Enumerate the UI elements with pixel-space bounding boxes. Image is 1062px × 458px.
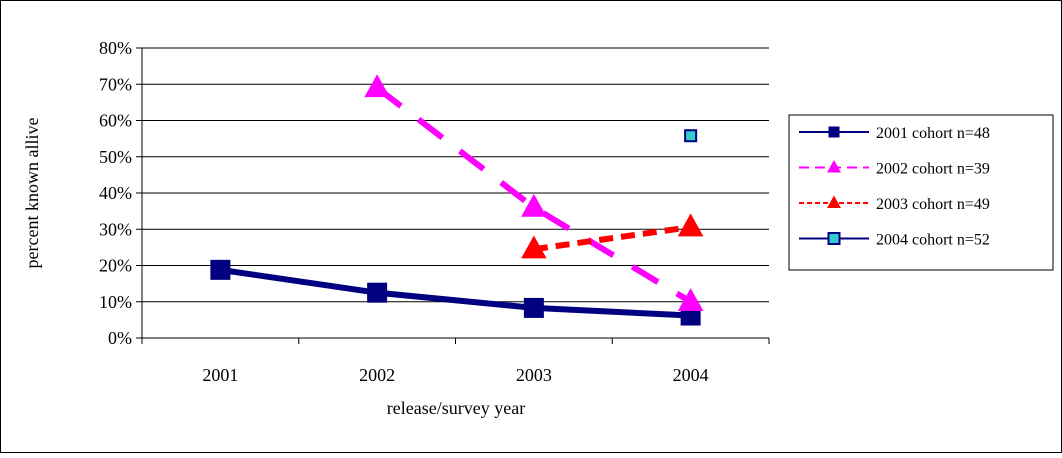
data-point — [677, 213, 704, 237]
x-tick-label: 2001 — [202, 365, 238, 385]
y-tick-label: 40% — [99, 183, 132, 203]
y-axis-title: percent known allive — [22, 118, 42, 269]
axes-layer: 0% 10% 20% 30% 40% 50% 60% 70% 80% 2001 2002 2003 20… — [99, 38, 770, 385]
series-line — [533, 224, 692, 253]
x-tick-label: 2004 — [673, 365, 709, 385]
series-layer — [210, 74, 704, 326]
legend-marker — [827, 232, 841, 245]
legend-marker — [827, 195, 841, 209]
series-3 — [521, 213, 704, 259]
x-tick-label: 2002 — [359, 365, 395, 385]
legend-entry-2: 2002 cohort n=39 — [799, 160, 990, 178]
x-tick-label: 2003 — [516, 365, 552, 385]
data-point — [210, 259, 231, 280]
data-point — [677, 288, 704, 311]
data-point — [523, 297, 544, 318]
series-line — [219, 266, 691, 319]
legend-entry-1: 2001 cohort n=48 — [799, 125, 990, 142]
legend-label: 2004 cohort n=52 — [876, 232, 990, 249]
data-point — [684, 129, 698, 143]
data-point — [364, 74, 390, 98]
y-tick-label: 30% — [99, 219, 132, 239]
legend-entry-3: 2003 cohort n=49 — [799, 195, 990, 213]
data-point — [521, 235, 547, 259]
legend-label: 2003 cohort n=49 — [876, 196, 990, 213]
data-point — [521, 193, 547, 217]
y-tick-label: 50% — [99, 147, 132, 167]
y-tick-label: 70% — [99, 74, 132, 94]
legend: 2001 cohort n=48 2002 cohort n=39 2003 coh… — [788, 114, 1054, 271]
data-point — [367, 282, 388, 303]
series-2 — [364, 74, 704, 311]
y-tick-label: 60% — [99, 111, 132, 131]
legend-marker — [827, 160, 841, 173]
y-tick-label: 0% — [108, 328, 132, 348]
y-tick-label: 20% — [99, 256, 132, 276]
legend-label: 2002 cohort n=39 — [876, 161, 990, 178]
series-line — [375, 85, 693, 305]
legend-marker — [828, 126, 840, 138]
legend-label: 2001 cohort n=48 — [876, 125, 990, 142]
y-tick-label: 10% — [99, 292, 132, 312]
series-4 — [684, 129, 698, 143]
y-tick-label: 80% — [99, 38, 132, 58]
legend-entry-4: 2004 cohort n=52 — [799, 232, 990, 249]
x-axis-title: release/survey year — [387, 398, 525, 418]
